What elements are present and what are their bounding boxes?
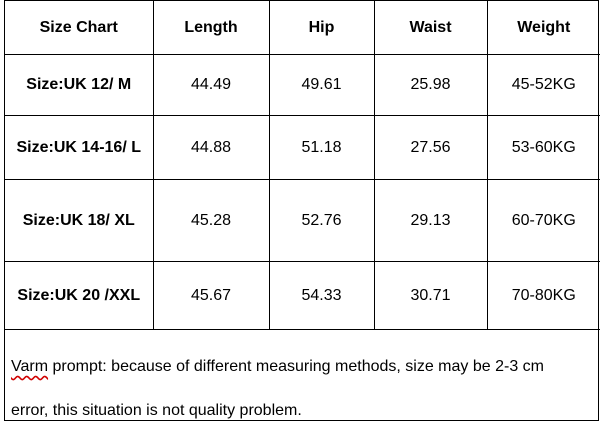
table-row: Size:UK 20 /XXL 45.67 54.33 30.71 70-80K… [5,261,600,330]
table-row: Size:UK 14-16/ L 44.88 51.18 27.56 53-60… [5,115,600,180]
note-flagged-word: Varm [11,358,49,375]
waist-cell: 27.56 [373,115,488,180]
weight-cell: 45-52KG [486,54,600,116]
waist-cell: 30.71 [373,261,488,330]
table-row: Size:UK 18/ XL 45.28 52.76 29.13 60-70KG [5,179,600,262]
size-cell: Size:UK 14-16/ L [5,115,154,180]
table-header-row: Size Chart Length Hip Waist Weight [5,1,600,55]
table-row: Size:UK 12/ M 44.49 49.61 25.98 45-52KG [5,54,600,116]
hip-cell: 54.33 [268,261,375,330]
hip-cell: 51.18 [268,115,375,180]
note-line-1: Varm prompt: because of different measur… [11,345,592,389]
length-cell: 44.49 [152,54,270,116]
header-hip: Hip [268,1,375,55]
header-waist: Waist [373,1,488,55]
length-cell: 44.88 [152,115,270,180]
hip-cell: 49.61 [268,54,375,116]
size-chart-table: Size Chart Length Hip Waist Weight Size:… [5,1,600,330]
size-cell: Size:UK 12/ M [5,54,154,116]
waist-cell: 29.13 [373,179,488,262]
length-cell: 45.67 [152,261,270,330]
header-weight: Weight [486,1,600,55]
size-cell: Size:UK 20 /XXL [5,261,154,330]
size-cell: Size:UK 18/ XL [5,179,154,262]
header-length: Length [152,1,270,55]
size-chart-document: Size Chart Length Hip Waist Weight Size:… [4,0,600,421]
hip-cell: 52.76 [268,179,375,262]
length-cell: 45.28 [152,179,270,262]
measurement-note: Varm prompt: because of different measur… [5,335,598,421]
note-line-1-text: prompt: because of different measuring m… [48,358,544,375]
header-size-chart: Size Chart [5,1,154,55]
weight-cell: 70-80KG [486,261,600,330]
weight-cell: 53-60KG [486,115,600,180]
weight-cell: 60-70KG [486,179,600,262]
waist-cell: 25.98 [373,54,488,116]
note-line-2: error, this situation is not quality pro… [11,402,302,419]
